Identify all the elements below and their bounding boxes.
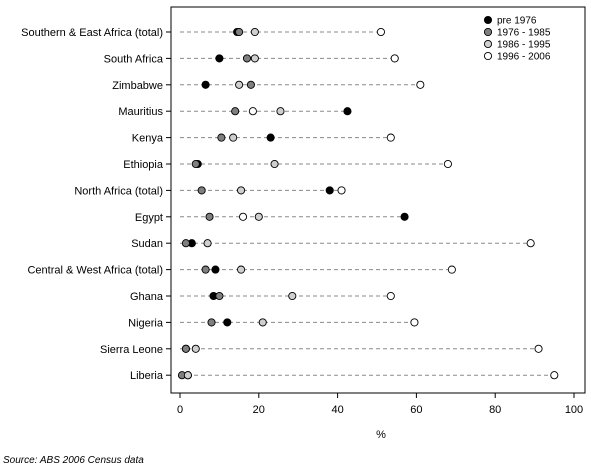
- x-tick-label: 0: [177, 404, 183, 416]
- data-point: [534, 344, 543, 353]
- data-point: [215, 291, 224, 301]
- data-point: [246, 80, 255, 89]
- category-label: Central & West Africa (total): [27, 265, 163, 277]
- legend-marker: [483, 39, 493, 49]
- category-label: Southern & East Africa (total): [21, 27, 163, 39]
- data-point: [343, 107, 352, 116]
- data-point: [217, 133, 226, 142]
- data-point: [250, 54, 259, 63]
- data-point: [201, 80, 210, 89]
- category-label: Egypt: [135, 212, 163, 224]
- data-point: [416, 80, 425, 89]
- data-point: [250, 27, 259, 37]
- data-point: [376, 27, 385, 37]
- data-point: [443, 159, 452, 169]
- category-label: Kenya: [132, 133, 164, 145]
- data-point: [325, 186, 334, 195]
- data-point: [288, 291, 297, 301]
- legend-marker: [483, 27, 493, 37]
- data-point: [386, 291, 395, 301]
- data-point: [207, 318, 216, 327]
- data-point: [400, 212, 409, 221]
- category-label: Liberia: [130, 370, 164, 382]
- category-label: Ethiopia: [123, 159, 164, 171]
- x-axis-title: %: [376, 429, 386, 441]
- data-point: [337, 186, 346, 195]
- data-point: [258, 318, 267, 327]
- data-point: [410, 318, 419, 327]
- category-label: Zimbabwe: [112, 80, 163, 92]
- legend-marker: [483, 15, 493, 25]
- plot-frame: [170, 6, 586, 394]
- x-tick-label: 100: [565, 404, 583, 416]
- data-point: [183, 371, 192, 380]
- data-point: [386, 133, 395, 142]
- data-point: [211, 265, 220, 274]
- category-label: Ghana: [130, 291, 164, 303]
- data-point: [242, 54, 252, 63]
- category-label: Sierra Leone: [100, 344, 163, 356]
- category-label: North Africa (total): [74, 185, 163, 197]
- data-point: [235, 27, 244, 37]
- data-point: [390, 54, 399, 63]
- category-label: Nigeria: [128, 317, 164, 329]
- source-note: Source: ABS 2006 Census data: [3, 455, 144, 466]
- legend-label: 1986 - 1995: [497, 40, 551, 51]
- data-point: [215, 54, 224, 63]
- data-point: [201, 265, 210, 274]
- data-point: [254, 212, 263, 221]
- category-label: Sudan: [131, 238, 163, 250]
- data-point: [550, 371, 559, 380]
- data-point: [203, 239, 212, 248]
- data-point: [181, 239, 190, 248]
- data-point: [205, 212, 214, 221]
- data-point: [237, 186, 246, 195]
- data-point: [447, 265, 456, 274]
- category-label: South Africa: [104, 53, 164, 65]
- data-point: [231, 107, 240, 116]
- data-point: [238, 212, 248, 221]
- x-tick-label: 80: [489, 404, 501, 416]
- data-point: [248, 107, 257, 116]
- data-point: [181, 344, 190, 353]
- data-point: [223, 318, 232, 327]
- data-point: [266, 133, 275, 142]
- data-point: [270, 159, 279, 169]
- data-point: [197, 186, 206, 195]
- data-point: [229, 133, 238, 142]
- legend-label: 1976 - 1985: [497, 28, 551, 39]
- data-point: [235, 80, 244, 89]
- data-point: [237, 265, 246, 274]
- category-label: Mauritius: [118, 106, 163, 118]
- data-point: [191, 344, 200, 353]
- legend-label: pre 1976: [497, 16, 537, 27]
- x-tick-label: 20: [253, 404, 265, 416]
- x-tick-label: 60: [410, 404, 422, 416]
- legend-label: 1996 - 2006: [497, 52, 551, 63]
- data-point: [191, 159, 200, 169]
- legend-marker: [483, 51, 493, 61]
- data-point: [276, 107, 285, 116]
- data-point: [526, 239, 535, 248]
- x-tick-label: 40: [331, 404, 343, 416]
